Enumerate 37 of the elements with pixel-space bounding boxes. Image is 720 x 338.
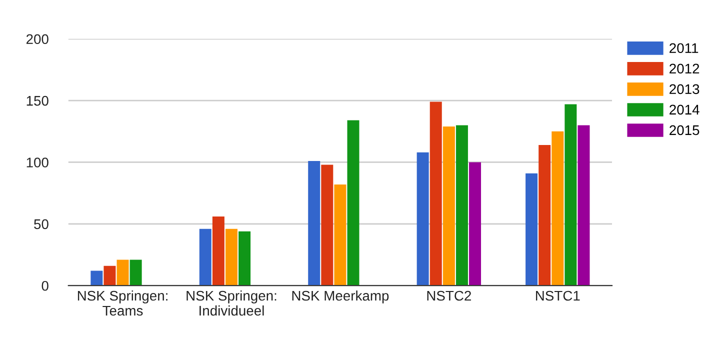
x-tick-label: NSTC2 — [427, 290, 471, 301]
bar — [212, 216, 224, 286]
x-tick-label: NSK Meerkamp — [292, 290, 389, 304]
bar — [334, 184, 346, 286]
y-tick-label: 150 — [26, 96, 48, 106]
x-tick-label: NSTC1 — [536, 290, 580, 301]
y-tick-label: 100 — [26, 158, 48, 168]
bar — [199, 228, 212, 286]
bar — [347, 120, 360, 286]
bar — [90, 270, 103, 286]
legend-label: 2011 — [670, 43, 698, 54]
bar — [430, 102, 442, 286]
y-tick-label: 200 — [26, 34, 48, 44]
bar — [552, 131, 564, 286]
bar — [469, 162, 482, 286]
x-tick-label: NSK Springen: Teams — [78, 290, 168, 316]
bar — [456, 125, 468, 286]
y-tick-label: 0 — [42, 280, 48, 291]
bar — [442, 126, 455, 286]
legend-label: 2012 — [670, 64, 700, 74]
legend-label: 2013 — [670, 84, 700, 94]
bar — [526, 173, 538, 286]
bar — [308, 161, 320, 286]
bar — [104, 266, 116, 286]
legend-label: 2014 — [670, 104, 700, 115]
bar — [564, 104, 577, 286]
x-tick-label: NSK Springen: Individueel — [186, 290, 276, 316]
bar — [578, 125, 590, 286]
legend-label: 2015 — [670, 125, 700, 136]
bar — [116, 260, 129, 286]
bar — [321, 164, 334, 286]
bar — [225, 228, 238, 286]
bar — [538, 144, 551, 286]
bar — [416, 152, 429, 286]
bar — [130, 260, 142, 286]
y-tick-label: 50 — [34, 219, 48, 230]
bar — [238, 231, 251, 286]
